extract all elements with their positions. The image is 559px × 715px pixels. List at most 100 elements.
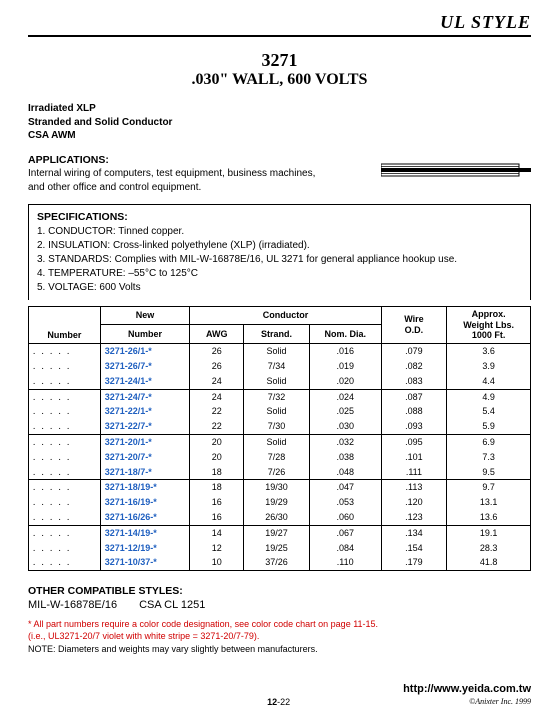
table-cell: 16 (190, 495, 244, 510)
table-cell: 3271-22/7-* (100, 419, 190, 434)
col-new: New (100, 306, 190, 325)
table-cell: .067 (309, 525, 381, 540)
table-cell: 18 (190, 480, 244, 495)
table-cell: 18 (190, 465, 244, 480)
table-cell: .047 (309, 480, 381, 495)
table-cell: . . . . . (29, 404, 101, 419)
table-cell: 22 (190, 419, 244, 434)
table-row: . . . . .3271-22/1-*22Solid.025.0885.4 (29, 404, 531, 419)
col-nomdia: Nom. Dia. (309, 325, 381, 344)
table-cell: .093 (381, 419, 447, 434)
table-cell: 22 (190, 404, 244, 419)
table-cell: 9.7 (447, 480, 531, 495)
table-cell: .053 (309, 495, 381, 510)
footnote-red-1: * All part numbers require a color code … (28, 619, 531, 631)
table-row: . . . . .3271-18/19-*1819/30.047.1139.7 (29, 480, 531, 495)
specifications-box: SPECIFICATIONS: 1. CONDUCTOR: Tinned cop… (28, 204, 531, 300)
col-strand: Strand. (244, 325, 310, 344)
table-cell: . . . . . (29, 434, 101, 449)
table-row: . . . . .3271-10/37-*1037/26.110.17941.8 (29, 555, 531, 570)
table-cell: . . . . . (29, 465, 101, 480)
table-cell: .154 (381, 541, 447, 556)
table-cell: 13.6 (447, 510, 531, 525)
table-cell: .016 (309, 344, 381, 359)
table-cell: 19/29 (244, 495, 310, 510)
table-cell: Solid (244, 404, 310, 419)
table-cell: .082 (381, 359, 447, 374)
table-cell: .113 (381, 480, 447, 495)
spec-item: 5. VOLTAGE: 600 Volts (37, 281, 522, 295)
specifications-head: SPECIFICATIONS: (37, 210, 522, 225)
table-row: . . . . .3271-20/1-*20Solid.032.0956.9 (29, 434, 531, 449)
table-cell: 19/30 (244, 480, 310, 495)
table-cell: 14 (190, 525, 244, 540)
table-cell: 3271-20/7-* (100, 450, 190, 465)
table-cell: 3.9 (447, 359, 531, 374)
table-row: . . . . .3271-14/19-*1419/27.067.13419.1 (29, 525, 531, 540)
table-cell: .020 (309, 374, 381, 389)
table-cell: 28.3 (447, 541, 531, 556)
applications-head: APPLICATIONS: (28, 153, 373, 167)
table-cell: . . . . . (29, 450, 101, 465)
table-cell: 7/28 (244, 450, 310, 465)
table-cell: 3271-12/19-* (100, 541, 190, 556)
table-cell: 9.5 (447, 465, 531, 480)
table-cell: .032 (309, 434, 381, 449)
table-cell: 41.8 (447, 555, 531, 570)
table-cell: . . . . . (29, 525, 101, 540)
table-cell: 24 (190, 389, 244, 404)
table-cell: .095 (381, 434, 447, 449)
table-cell: . . . . . (29, 344, 101, 359)
page-title: 3271 .030" WALL, 600 VOLTS (28, 51, 531, 88)
subtitle-line: Irradiated XLP (28, 102, 531, 116)
table-cell: .083 (381, 374, 447, 389)
table-cell: .110 (309, 555, 381, 570)
col-awg: AWG (190, 325, 244, 344)
table-cell: 19.1 (447, 525, 531, 540)
table-cell: 7.3 (447, 450, 531, 465)
table-cell: 5.9 (447, 419, 531, 434)
table-cell: 3271-16/19-* (100, 495, 190, 510)
footer-url: http://www.yeida.com.tw (28, 683, 531, 695)
table-cell: 3271-16/26-* (100, 510, 190, 525)
table-cell: . . . . . (29, 389, 101, 404)
table-cell: 37/26 (244, 555, 310, 570)
subtitle-block: Irradiated XLP Stranded and Solid Conduc… (28, 102, 531, 143)
table-cell: .101 (381, 450, 447, 465)
col-weight: Approx.Weight Lbs.1000 Ft. (447, 306, 531, 343)
table-cell: .088 (381, 404, 447, 419)
spec-item: 4. TEMPERATURE: –55°C to 125°C (37, 267, 522, 281)
col-wireod: WireO.D. (381, 306, 447, 343)
wire-illustration (381, 159, 531, 181)
spec-item: 3. STANDARDS: Complies with MIL-W-16878E… (37, 253, 522, 267)
table-cell: .179 (381, 555, 447, 570)
table-cell: 3271-18/7-* (100, 465, 190, 480)
applications-text: Internal wiring of computers, test equip… (28, 167, 328, 194)
table-cell: 3271-10/37-* (100, 555, 190, 570)
table-cell: 10 (190, 555, 244, 570)
table-cell: . . . . . (29, 510, 101, 525)
table-cell: 16 (190, 510, 244, 525)
table-cell: 4.9 (447, 389, 531, 404)
page-footer: http://www.yeida.com.tw 12-22 ©Anixter I… (28, 683, 531, 707)
col-conductor: Conductor (190, 306, 381, 325)
table-row: . . . . .3271-26/7-*267/34.019.0823.9 (29, 359, 531, 374)
other-text: MIL-W-16878E/16 CSA CL 1251 (28, 599, 531, 611)
table-cell: 26 (190, 359, 244, 374)
ul-style-header: UL STYLE (28, 12, 531, 37)
table-row: . . . . .3271-20/7-*207/28.038.1017.3 (29, 450, 531, 465)
table-cell: . . . . . (29, 374, 101, 389)
table-cell: . . . . . (29, 541, 101, 556)
table-cell: 6.9 (447, 434, 531, 449)
table-cell: . . . . . (29, 359, 101, 374)
table-cell: 7/34 (244, 359, 310, 374)
table-cell: . . . . . (29, 555, 101, 570)
applications-row: APPLICATIONS: Internal wiring of compute… (28, 153, 531, 194)
table-cell: 26 (190, 344, 244, 359)
table-row: . . . . .3271-16/19-*1619/29.053.12013.1 (29, 495, 531, 510)
table-row: . . . . .3271-26/1-*26Solid.016.0793.6 (29, 344, 531, 359)
footer-copyright: ©Anixter Inc. 1999 (469, 697, 531, 707)
table-cell: 3271-24/1-* (100, 374, 190, 389)
table-cell: 3271-26/1-* (100, 344, 190, 359)
table-cell: .038 (309, 450, 381, 465)
